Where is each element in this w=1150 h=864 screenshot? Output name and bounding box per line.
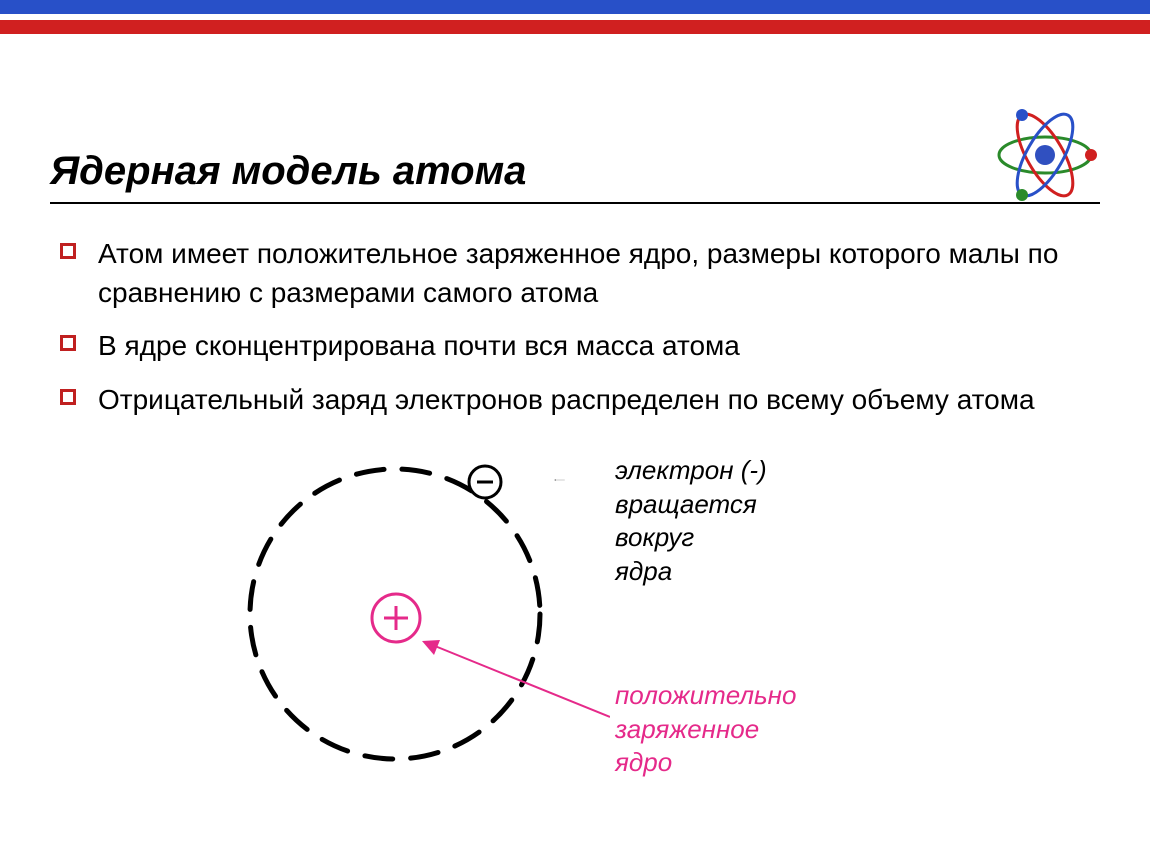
atom-diagram: электрон (-) вращается вокруг ядра полож…: [215, 444, 935, 794]
list-item: Отрицательный заряд электронов распредел…: [60, 380, 1100, 419]
bullet-icon: [60, 243, 76, 259]
bullet-list: Атом имеет положительное заряженное ядро…: [50, 234, 1100, 419]
arrow-electron: [507, 479, 612, 481]
bullet-text: Отрицательный заряд электронов распредел…: [98, 384, 1035, 415]
list-item: В ядре сконцентрирована почти вся масса …: [60, 326, 1100, 365]
electron-icon: [467, 464, 503, 500]
bullet-icon: [60, 389, 76, 405]
nucleus-label: положительно заряженное ядро: [615, 679, 796, 780]
bullet-icon: [60, 335, 76, 351]
label-line: ядра: [615, 556, 672, 586]
top-bars: [0, 0, 1150, 34]
label-line: заряженное: [615, 714, 759, 744]
atom-logo-icon: [990, 100, 1100, 210]
label-line: ядро: [615, 747, 672, 777]
bar-blue: [0, 0, 1150, 14]
label-line: электрон (-): [615, 455, 767, 485]
electron-label: электрон (-) вращается вокруг ядра: [615, 454, 767, 589]
label-line: вращается: [615, 489, 757, 519]
title-underline: [50, 202, 1100, 204]
label-line: вокруг: [615, 522, 694, 552]
bullet-text: В ядре сконцентрирована почти вся масса …: [98, 330, 740, 361]
list-item: Атом имеет положительное заряженное ядро…: [60, 234, 1100, 312]
label-line: положительно: [615, 680, 796, 710]
arrow-nucleus: [420, 639, 610, 729]
page-title: Ядерная модель атома: [50, 149, 1100, 194]
bullet-text: Атом имеет положительное заряженное ядро…: [98, 238, 1058, 308]
nucleus-icon: [370, 592, 422, 644]
content-area: Ядерная модель атома Атом имеет положите…: [0, 149, 1150, 794]
bar-red: [0, 20, 1150, 34]
